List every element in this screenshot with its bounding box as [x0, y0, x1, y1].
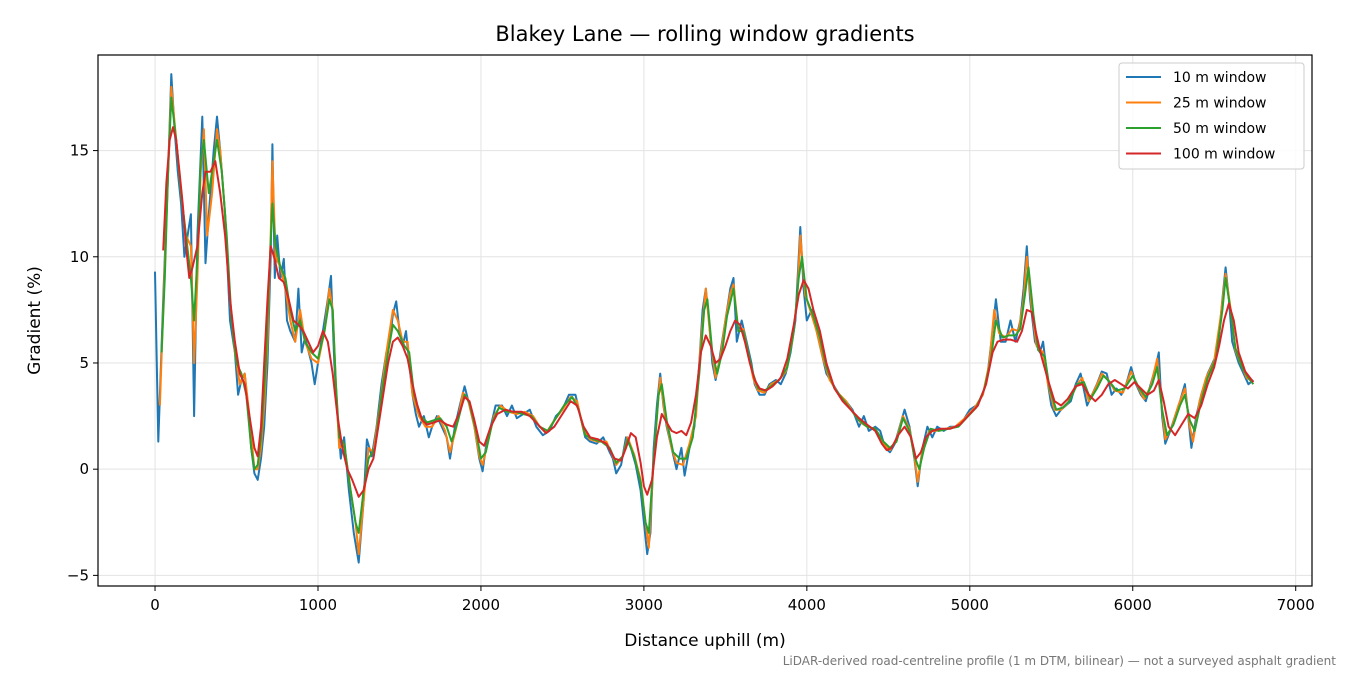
- y-tick-label: 10: [70, 248, 89, 266]
- x-tick-label: 7000: [1277, 596, 1315, 614]
- legend: 10 m window 25 m window 50 m window 100 m w…: [1118, 62, 1305, 170]
- legend-label: 25 m window: [1173, 96, 1266, 112]
- legend-label: 10 m window: [1173, 70, 1266, 86]
- x-tick-label: 5000: [951, 596, 989, 614]
- chart-title: Blakey Lane — rolling window gradients: [495, 22, 914, 46]
- plot-frame: [97, 54, 1313, 587]
- x-axis-ticks: 0 1000 2000 3000 4000 5000 6000 7000: [150, 586, 1315, 614]
- legend-box: [1118, 62, 1305, 170]
- y-tick-label: 5: [79, 354, 89, 372]
- series-layer: [154, 73, 1255, 564]
- y-tick-label: 0: [79, 460, 89, 478]
- legend-label: 100 m window: [1173, 147, 1275, 163]
- y-tick-label: −5: [67, 566, 89, 584]
- x-tick-label: 1000: [299, 596, 337, 614]
- x-tick-label: 3000: [625, 596, 663, 614]
- x-tick-label: 4000: [788, 596, 826, 614]
- footnote: LiDAR-derived road-centreline profile (1…: [783, 654, 1337, 668]
- y-tick-label: 15: [70, 142, 89, 160]
- x-tick-label: 0: [150, 596, 160, 614]
- legend-label: 50 m window: [1173, 121, 1266, 137]
- y-axis-label: Gradient (%): [25, 266, 45, 375]
- x-tick-label: 2000: [462, 596, 500, 614]
- x-tick-label: 6000: [1114, 596, 1152, 614]
- series-line-4: [162, 126, 1255, 498]
- y-axis-ticks: −5 0 5 10 15: [67, 142, 98, 584]
- x-axis-label: Distance uphill (m): [624, 631, 785, 651]
